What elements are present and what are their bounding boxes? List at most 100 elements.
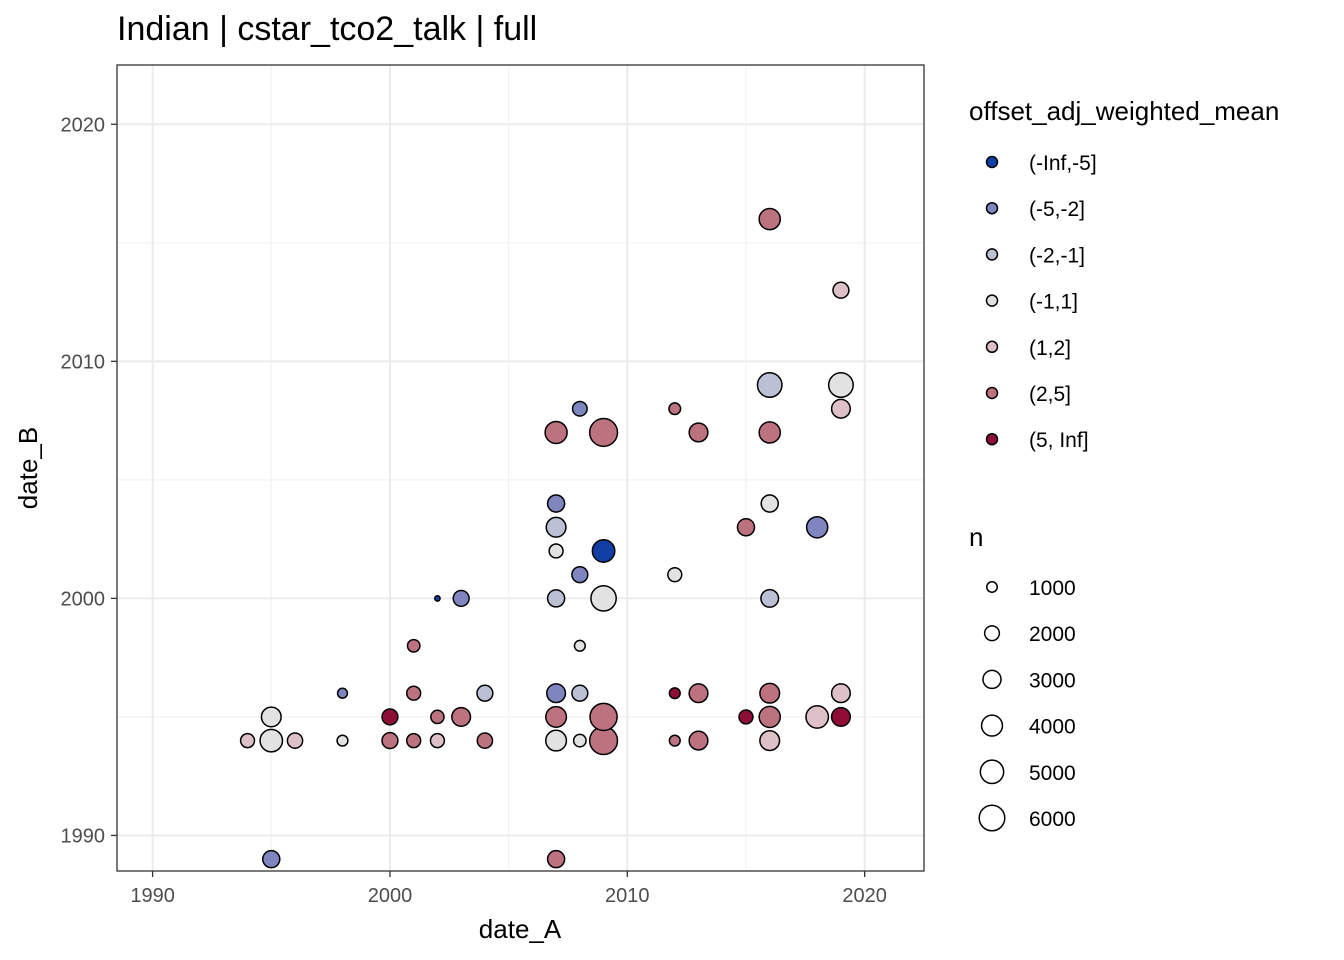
size-legend-label: 6000 bbox=[1029, 808, 1076, 831]
x-tick-label: 1990 bbox=[130, 885, 175, 907]
data-point bbox=[259, 728, 284, 753]
size-legend-title: n bbox=[969, 522, 983, 552]
data-point bbox=[452, 589, 470, 608]
color-legend-key bbox=[985, 340, 999, 354]
data-point bbox=[546, 589, 566, 608]
color-legend-label: (-1,1] bbox=[1029, 291, 1078, 314]
data-point bbox=[760, 588, 780, 608]
x-tick-label: 2010 bbox=[605, 885, 650, 907]
data-point bbox=[451, 706, 472, 727]
data-point bbox=[830, 398, 852, 419]
color-legend-key bbox=[985, 155, 999, 169]
data-point bbox=[590, 584, 617, 612]
data-point bbox=[573, 639, 586, 652]
x-axis-title: date_A bbox=[479, 914, 562, 944]
color-legend-label: (5, Inf] bbox=[1029, 429, 1089, 452]
size-legend-key bbox=[979, 759, 1005, 785]
data-point bbox=[548, 543, 564, 559]
data-point bbox=[430, 709, 445, 725]
color-legend-label: (2,5] bbox=[1029, 383, 1071, 406]
size-legend: n 1000 2000 3000 4000 5000 6000 bbox=[969, 522, 1076, 832]
data-point bbox=[405, 685, 422, 701]
data-point bbox=[588, 417, 619, 448]
data-point bbox=[668, 734, 681, 747]
data-point bbox=[688, 730, 709, 751]
data-point bbox=[546, 494, 566, 513]
data-point bbox=[760, 494, 779, 513]
data-point bbox=[756, 372, 783, 399]
data-point bbox=[544, 420, 568, 445]
data-point bbox=[738, 709, 754, 725]
y-tick-label: 2000 bbox=[61, 588, 106, 610]
data-point bbox=[571, 565, 589, 584]
size-legend-label: 3000 bbox=[1029, 669, 1076, 692]
data-point bbox=[476, 684, 494, 702]
color-legend-title: offset_adj_weighted_mean bbox=[969, 96, 1279, 126]
size-legend-key bbox=[982, 669, 1002, 690]
data-point bbox=[286, 732, 304, 749]
color-legend-label: (1,2] bbox=[1029, 337, 1071, 360]
color-legend-key bbox=[985, 201, 999, 215]
color-legend-key bbox=[985, 432, 999, 446]
data-point bbox=[591, 539, 616, 563]
data-point bbox=[476, 732, 494, 749]
size-legend-key bbox=[978, 804, 1006, 832]
data-point bbox=[830, 706, 852, 727]
y-tick-label: 2010 bbox=[61, 351, 106, 373]
data-point bbox=[260, 706, 282, 728]
size-legend-label: 1000 bbox=[1029, 577, 1076, 600]
color-legend-key bbox=[985, 294, 999, 307]
color-legend-key bbox=[985, 386, 999, 400]
data-point bbox=[381, 731, 399, 750]
color-legend-label: (-2,-1] bbox=[1029, 244, 1085, 267]
data-points bbox=[239, 207, 854, 869]
data-point bbox=[429, 732, 446, 749]
color-legend-key bbox=[985, 248, 999, 261]
grid-major bbox=[117, 65, 924, 871]
data-point bbox=[736, 517, 756, 537]
data-point bbox=[239, 732, 256, 749]
y-tick-label: 2020 bbox=[61, 114, 106, 136]
data-point bbox=[759, 682, 781, 704]
data-point bbox=[545, 516, 567, 538]
data-point bbox=[545, 705, 568, 728]
data-point bbox=[589, 702, 618, 732]
size-legend-key bbox=[980, 714, 1004, 737]
data-point bbox=[827, 372, 854, 399]
size-legend-key bbox=[983, 625, 1001, 642]
plot-panel-border bbox=[116, 64, 925, 872]
data-point bbox=[668, 402, 682, 416]
y-axis-title: date_B bbox=[13, 427, 43, 509]
data-point bbox=[571, 400, 588, 417]
size-legend-key bbox=[986, 581, 998, 593]
data-point bbox=[546, 849, 566, 869]
size-legend-label: 4000 bbox=[1029, 716, 1076, 739]
data-point bbox=[336, 734, 349, 747]
color-legend: offset_adj_weighted_mean (-Inf,-5] (-5,-2… bbox=[969, 96, 1279, 452]
data-point bbox=[406, 638, 421, 653]
data-point bbox=[545, 729, 568, 752]
data-point bbox=[572, 733, 587, 748]
data-point bbox=[688, 683, 709, 704]
x-axis: 1990 2000 2010 2020 bbox=[130, 871, 887, 907]
size-legend-label: 5000 bbox=[1029, 762, 1076, 785]
data-point bbox=[759, 730, 781, 752]
data-point bbox=[805, 704, 830, 729]
data-point bbox=[667, 566, 683, 583]
color-legend-label: (-Inf,-5] bbox=[1029, 152, 1097, 175]
chart-title: Indian | cstar_tco2_talk | full bbox=[117, 10, 537, 48]
x-tick-label: 2020 bbox=[842, 885, 887, 907]
x-tick-label: 2000 bbox=[368, 885, 413, 907]
data-point bbox=[830, 683, 852, 704]
data-point bbox=[805, 515, 829, 539]
data-point bbox=[405, 732, 422, 749]
data-point bbox=[336, 687, 349, 699]
data-point bbox=[758, 421, 782, 444]
grid-minor bbox=[117, 65, 924, 871]
data-point bbox=[688, 422, 709, 443]
data-point bbox=[832, 281, 850, 299]
data-point bbox=[262, 849, 281, 869]
y-tick-label: 1990 bbox=[61, 825, 106, 847]
data-point bbox=[668, 687, 681, 700]
